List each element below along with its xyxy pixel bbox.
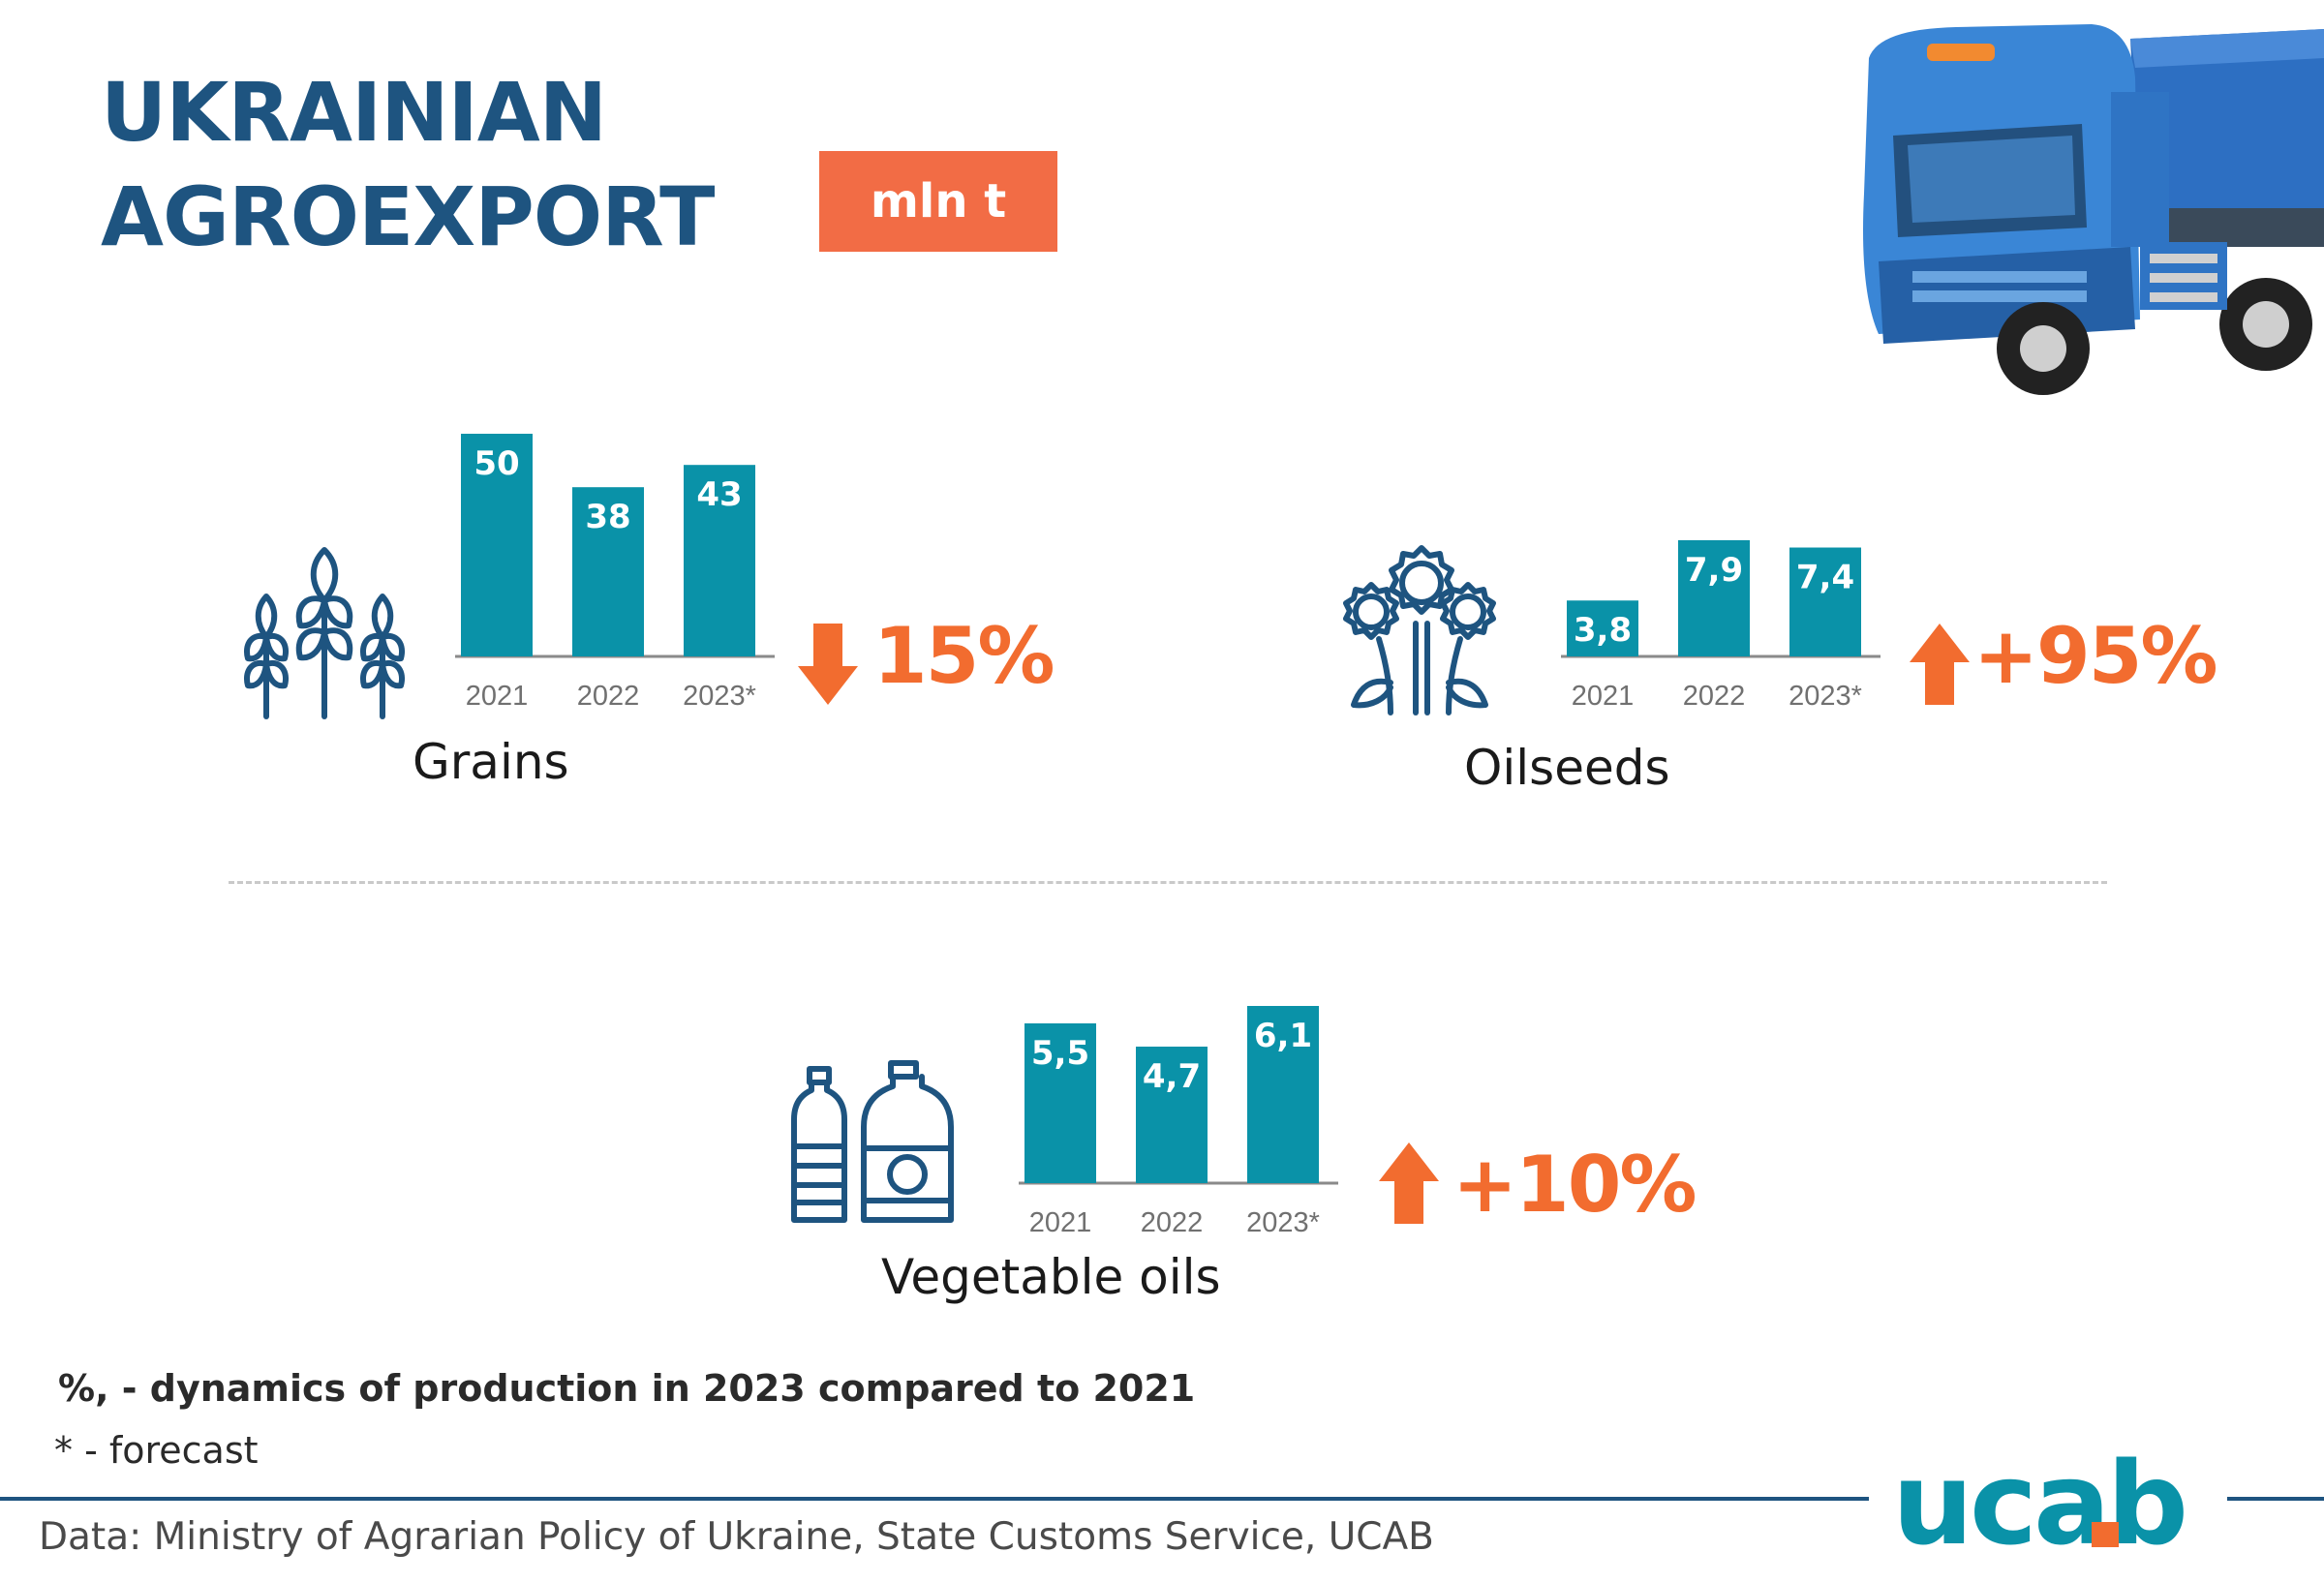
source-text: Data: Ministry of Agrarian Policy of Ukr…: [39, 1515, 1434, 1559]
grains-chart: 50 2021 38 2022 43 2023*: [455, 434, 775, 712]
x-tick-label: 2022: [1141, 1207, 1204, 1238]
footer-line-right: [2227, 1497, 2324, 1501]
bar-value-label: 6,1: [1254, 1017, 1312, 1055]
bar-value-label: 4,7: [1143, 1057, 1201, 1096]
bar-2022: [572, 487, 644, 656]
bar-value-label: 43: [696, 475, 742, 514]
grains-change: 15%: [873, 611, 1055, 701]
arrow-down-icon: [798, 624, 858, 705]
x-tick-label: 2021: [466, 681, 529, 712]
bar-value-label: 50: [474, 444, 519, 483]
footer-line-left: [0, 1497, 1869, 1501]
bar-2023: [1247, 1006, 1319, 1183]
sunflower-icon: [1343, 545, 1496, 715]
x-tick-label: 2023*: [683, 681, 756, 712]
logo-orange-accent: [2092, 1522, 2119, 1547]
section-divider: [229, 881, 2107, 884]
wheat-icon: [244, 547, 405, 719]
logo-text: ucab: [1892, 1454, 2185, 1561]
oil-bottles-icon: [791, 1060, 954, 1223]
bar-2023: [684, 465, 755, 656]
bar-2021: [1024, 1023, 1096, 1183]
bar-2021: [461, 434, 533, 656]
oilseeds-change: +95%: [1973, 611, 2218, 701]
ucab-logo: ucab: [1892, 1454, 2188, 1561]
forecast-note: * - forecast: [54, 1429, 259, 1472]
bar-2021: [1567, 600, 1638, 656]
unit-badge: mln t: [819, 151, 1057, 252]
x-tick-label: 2021: [1572, 681, 1635, 712]
title-line-2: AGROEXPORT: [101, 169, 715, 264]
bar-value-label: 3,8: [1574, 611, 1632, 650]
page-title: UKRAINIAN AGROEXPORT: [101, 60, 715, 269]
truck-illustration: [1863, 24, 2324, 395]
bar-2022: [1136, 1047, 1208, 1183]
arrow-up-icon: [1910, 624, 1970, 705]
x-tick-label: 2022: [1683, 681, 1746, 712]
x-tick-label: 2021: [1029, 1207, 1092, 1238]
x-tick-label: 2022: [577, 681, 640, 712]
oilseeds-label: Oilseeds: [1464, 740, 1670, 796]
x-tick-label: 2023*: [1789, 681, 1862, 712]
bar-2023: [1789, 547, 1861, 656]
bar-value-label: 7,9: [1685, 551, 1743, 590]
x-tick-label: 2023*: [1246, 1207, 1320, 1238]
vegetable-oils-change: +10%: [1452, 1140, 1697, 1230]
oilseeds-chart: 3,8 2021 7,9 2022 7,4 2023*: [1561, 539, 1881, 712]
grains-label: Grains: [413, 734, 569, 790]
vegetable-oils-label: Vegetable oils: [881, 1249, 1221, 1305]
arrow-up-icon: [1379, 1142, 1439, 1224]
bar-value-label: 38: [585, 498, 630, 536]
vegetable-oils-chart: 5,5 2021 4,7 2022 6,1 2023*: [1019, 1006, 1338, 1238]
bar-value-label: 5,5: [1031, 1034, 1089, 1073]
dynamics-note: %, - dynamics of production in 2023 comp…: [58, 1367, 1196, 1410]
bar-value-label: 7,4: [1796, 559, 1854, 597]
bar-2022: [1678, 539, 1750, 656]
title-line-1: UKRAINIAN: [101, 65, 607, 160]
